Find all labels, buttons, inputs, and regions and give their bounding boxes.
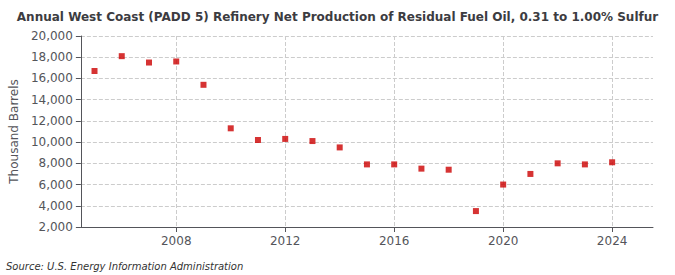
svg-text:16,000: 16,000: [31, 71, 73, 85]
svg-text:Thousand Barrels: Thousand Barrels: [7, 79, 21, 184]
svg-text:2012: 2012: [270, 234, 301, 248]
svg-text:2020: 2020: [488, 234, 519, 248]
svg-text:4,000: 4,000: [39, 199, 73, 213]
svg-text:2016: 2016: [379, 234, 410, 248]
svg-text:14,000: 14,000: [31, 93, 73, 107]
svg-text:2,000: 2,000: [39, 220, 73, 234]
svg-text:2024: 2024: [597, 234, 628, 248]
svg-text:Source: U.S. Energy Informatio: Source: U.S. Energy Information Administ…: [6, 261, 243, 272]
svg-text:6,000: 6,000: [39, 178, 73, 192]
svg-text:10,000: 10,000: [31, 135, 73, 149]
svg-text:8,000: 8,000: [39, 156, 73, 170]
svg-text:12,000: 12,000: [31, 114, 73, 128]
svg-text:2008: 2008: [161, 234, 192, 248]
svg-text:20,000: 20,000: [31, 29, 73, 43]
svg-text:Annual West Coast (PADD 5) Ref: Annual West Coast (PADD 5) Refinery Net …: [17, 10, 658, 24]
svg-text:18,000: 18,000: [31, 50, 73, 64]
